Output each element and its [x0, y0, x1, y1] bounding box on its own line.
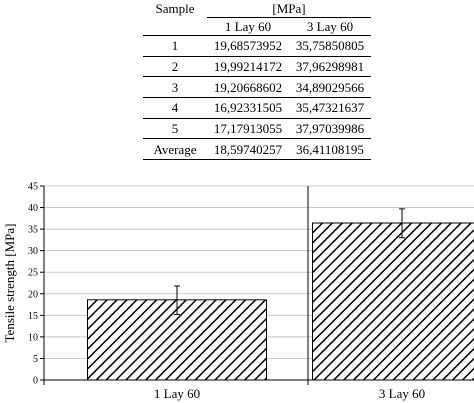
cell-value: 19,20668602 [207, 76, 289, 98]
table-row: 3 19,20668602 34,89029566 [143, 76, 371, 98]
cell-value: 19,68573952 [207, 35, 289, 57]
row-label: 4 [143, 97, 207, 119]
y-tick-label: 20 [28, 289, 38, 300]
x-tick-label: 1 Lay 60 [154, 386, 200, 401]
table-row-average: Average 18,59740257 36,41108195 [143, 138, 371, 161]
sample-header: Sample [155, 1, 195, 16]
labels: 0 5 10 15 20 25 30 35 40 45 1 Lay 60 3 Lay 60 Tensil… [2, 182, 425, 402]
cell-value: 16,92331505 [207, 97, 289, 119]
bar-2 [312, 222, 474, 381]
table-row: 1 19,68573952 35,75850805 [143, 35, 371, 57]
row-label: Average [143, 138, 207, 161]
error-bar-1 [174, 285, 180, 315]
row-label: 5 [143, 117, 207, 139]
y-tick-label: 5 [33, 354, 38, 365]
unit-header: [MPa] [272, 1, 306, 16]
cell-value: 17,17913055 [207, 117, 289, 139]
row-label: 1 [143, 35, 207, 57]
error-bar-2 [399, 208, 405, 239]
cell-value: 18,59740257 [207, 138, 289, 161]
table-row: 2 19,99214172 37,96298981 [143, 55, 371, 77]
column-header-1: 1 Lay 60 [207, 17, 289, 36]
cell-value: 19,99214172 [207, 55, 289, 77]
y-tick-label: 40 [28, 203, 38, 214]
cell-value: 35,75850805 [289, 35, 371, 57]
y-axis-title: Tensile strength [MPa] [2, 224, 17, 343]
cell-value: 36,41108195 [289, 138, 371, 161]
table-row: 5 17,17913055 37,97039986 [143, 117, 371, 139]
y-tick-label: 45 [28, 182, 38, 193]
y-tick-label: 35 [28, 225, 38, 236]
x-tick-label: 3 Lay 60 [379, 386, 425, 401]
y-tick-label: 25 [28, 268, 38, 279]
cell-value: 35,47321637 [289, 97, 371, 119]
y-tick-label: 0 [33, 376, 38, 387]
cell-value: 37,97039986 [289, 117, 371, 139]
y-tick-label: 10 [28, 332, 38, 343]
table-row: 4 16,92331505 35,47321637 [143, 97, 371, 119]
row-label: 2 [143, 55, 207, 77]
cell-value: 37,96298981 [289, 55, 371, 77]
strength-table: Sample [MPa] 1 Lay 60 3 Lay 60 1 19,6857… [143, 0, 371, 161]
y-tick-label: 30 [28, 246, 38, 257]
bars [87, 208, 474, 381]
y-tick-label: 15 [28, 311, 38, 322]
column-header-2: 3 Lay 60 [289, 17, 371, 36]
row-label: 3 [143, 76, 207, 98]
cell-value: 34,89029566 [289, 76, 371, 98]
